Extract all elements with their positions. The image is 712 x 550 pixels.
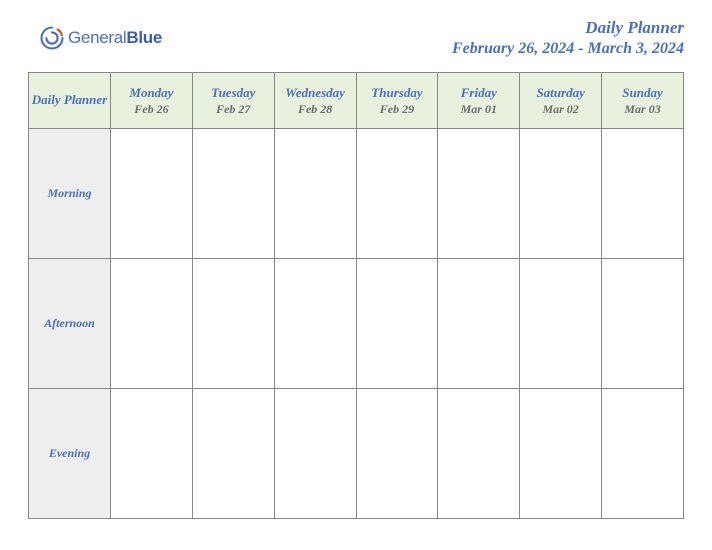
swirl-icon [38, 24, 66, 52]
header-row: Daily Planner Monday Feb 26 Tuesday Feb … [29, 73, 684, 129]
cell [520, 259, 602, 389]
day-date: Feb 26 [113, 102, 190, 117]
day-header-mon: Monday Feb 26 [111, 73, 193, 129]
cell [192, 129, 274, 259]
day-header-fri: Friday Mar 01 [438, 73, 520, 129]
cell [111, 389, 193, 519]
day-name: Monday [113, 85, 190, 101]
row-evening: Evening [29, 389, 684, 519]
date-range: February 26, 2024 - March 3, 2024 [452, 40, 684, 58]
day-name: Sunday [604, 85, 681, 101]
day-date: Mar 03 [604, 102, 681, 117]
cell [520, 389, 602, 519]
title-block: Daily Planner February 26, 2024 - March … [452, 18, 684, 58]
time-label-morning: Morning [29, 129, 111, 259]
corner-cell: Daily Planner [29, 73, 111, 129]
page-header: GeneralBlue Daily Planner February 26, 2… [28, 18, 684, 58]
cell [602, 389, 684, 519]
logo-text: GeneralBlue [68, 28, 162, 48]
page-title: Daily Planner [452, 18, 684, 38]
cell [438, 129, 520, 259]
logo-text-general: General [68, 28, 126, 47]
day-name: Thursday [359, 85, 436, 101]
cell [520, 129, 602, 259]
cell [274, 389, 356, 519]
day-header-sat: Saturday Mar 02 [520, 73, 602, 129]
row-afternoon: Afternoon [29, 259, 684, 389]
cell [111, 259, 193, 389]
logo: GeneralBlue [38, 24, 162, 52]
day-date: Mar 02 [522, 102, 599, 117]
cell [274, 129, 356, 259]
day-name: Friday [440, 85, 517, 101]
cell [356, 259, 438, 389]
day-date: Feb 27 [195, 102, 272, 117]
cell [192, 389, 274, 519]
row-morning: Morning [29, 129, 684, 259]
cell [274, 259, 356, 389]
time-label-evening: Evening [29, 389, 111, 519]
day-name: Wednesday [277, 85, 354, 101]
cell [602, 259, 684, 389]
time-label-afternoon: Afternoon [29, 259, 111, 389]
cell [438, 259, 520, 389]
cell [438, 389, 520, 519]
day-date: Mar 01 [440, 102, 517, 117]
cell [356, 129, 438, 259]
day-date: Feb 29 [359, 102, 436, 117]
day-header-tue: Tuesday Feb 27 [192, 73, 274, 129]
logo-text-blue: Blue [126, 28, 162, 47]
day-header-thu: Thursday Feb 29 [356, 73, 438, 129]
cell [356, 389, 438, 519]
day-date: Feb 28 [277, 102, 354, 117]
cell [602, 129, 684, 259]
corner-label: Daily Planner [32, 92, 107, 107]
planner-table: Daily Planner Monday Feb 26 Tuesday Feb … [28, 72, 684, 519]
cell [111, 129, 193, 259]
cell [192, 259, 274, 389]
day-name: Saturday [522, 85, 599, 101]
day-header-wed: Wednesday Feb 28 [274, 73, 356, 129]
day-header-sun: Sunday Mar 03 [602, 73, 684, 129]
day-name: Tuesday [195, 85, 272, 101]
